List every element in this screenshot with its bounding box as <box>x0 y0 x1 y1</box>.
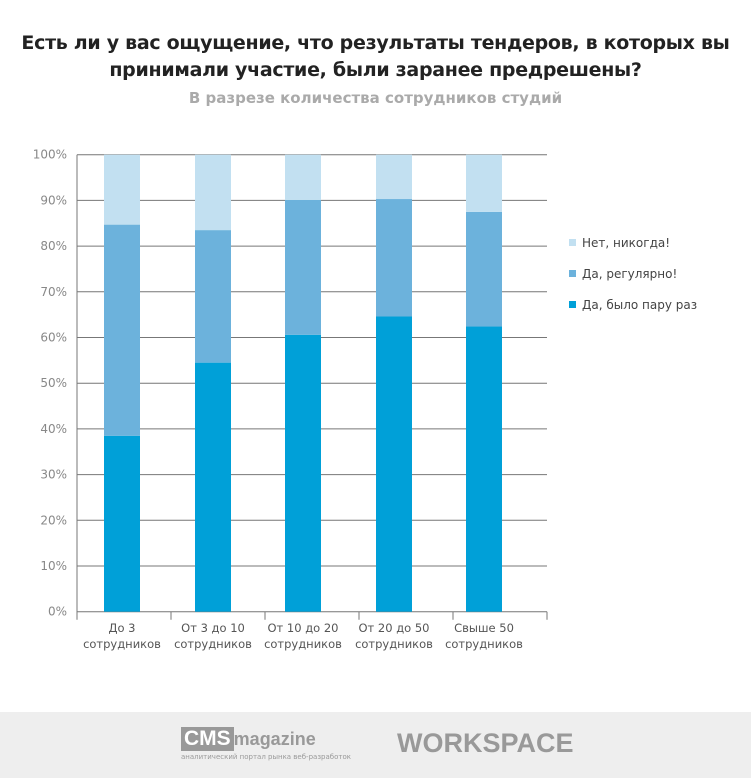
bar-segment <box>285 154 321 200</box>
legend-label: Да, регулярно! <box>582 267 677 281</box>
y-tick-label: 40% <box>40 422 67 436</box>
workspace-logo: WORKSPACE <box>397 728 574 758</box>
cms-magazine-logo: CMS magazine аналитический портал рынка в… <box>181 727 351 761</box>
bar-segment <box>466 154 502 212</box>
bar-segment <box>285 334 321 612</box>
legend-swatch <box>569 239 576 246</box>
legend-label: Нет, никогда! <box>582 236 670 250</box>
x-tick-label: Свыше 50 <box>454 621 514 635</box>
footer <box>0 712 751 778</box>
x-tick-label: сотрудников <box>83 637 161 651</box>
bar-segment <box>104 154 140 225</box>
bar-segment <box>466 326 502 612</box>
chart-subtitle: В разрезе количества сотрудников студий <box>188 89 563 107</box>
x-tick-label: До 3 <box>109 621 136 635</box>
x-tick-label: От 20 до 50 <box>359 621 430 635</box>
bar-segment <box>104 224 140 436</box>
bar-segment <box>285 199 321 335</box>
x-tick-label: сотрудников <box>264 637 342 651</box>
y-tick-label: 30% <box>40 468 67 482</box>
y-tick-label: 10% <box>40 559 67 573</box>
legend-label: Да, было пару раз <box>582 298 697 312</box>
legend-swatch <box>569 301 576 308</box>
x-tick-label: сотрудников <box>445 637 523 651</box>
y-tick-label: 20% <box>40 513 67 527</box>
y-tick-label: 100% <box>33 148 67 162</box>
bar-segment <box>195 362 231 612</box>
stacked-bar-chart: 0% 10% 20% 30% 40% 50% 60% 70% 80% 90% 100% До 3 сот… <box>33 148 697 651</box>
x-tick-label: сотрудников <box>174 637 252 651</box>
chart-title: Есть ли у вас ощущение, что результаты т… <box>21 32 730 81</box>
y-tick-label: 80% <box>40 239 67 253</box>
bar-segment <box>195 154 231 231</box>
legend-swatch <box>569 270 576 277</box>
y-tick-label: 70% <box>40 285 67 299</box>
bar-segment <box>466 211 502 327</box>
bar-segment <box>195 230 231 363</box>
bar-segment <box>376 199 412 317</box>
y-tick-label: 50% <box>40 376 67 390</box>
bar-segment <box>104 435 140 612</box>
x-tick-label: От 3 до 10 <box>181 621 245 635</box>
x-tick-label: сотрудников <box>355 637 433 651</box>
x-tick-label: От 10 до 20 <box>268 621 339 635</box>
y-tick-label: 60% <box>40 331 67 345</box>
bar-segment <box>376 316 412 612</box>
y-tick-label: 90% <box>40 193 67 207</box>
bar-segment <box>376 154 412 200</box>
y-tick-label: 0% <box>48 605 67 619</box>
